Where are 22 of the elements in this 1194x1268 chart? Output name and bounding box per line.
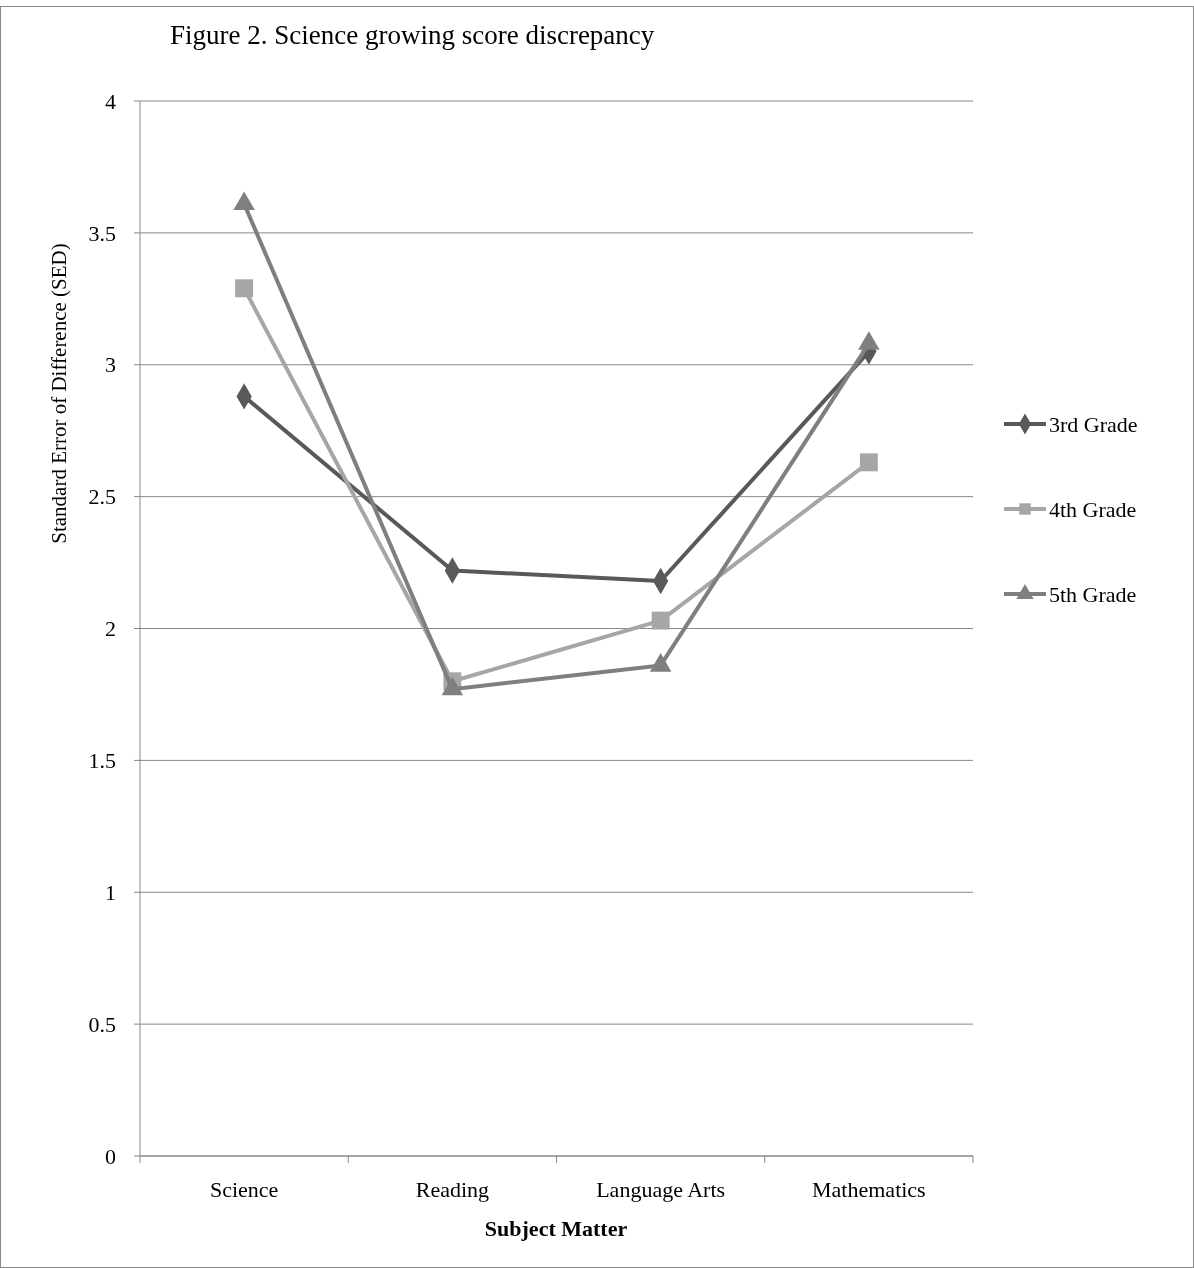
legend-label: 5th Grade	[1049, 581, 1137, 607]
x-tick-label: Language Arts	[596, 1177, 726, 1202]
x-tick-label: Science	[209, 1177, 279, 1202]
y-tick-label: 3.5	[88, 220, 116, 246]
chart-title: Figure 2. Science growing score discrepancy	[170, 20, 655, 50]
y-tick-label: 4	[105, 88, 116, 114]
point	[235, 279, 254, 298]
x-axis-title: Subject Matter	[484, 1216, 628, 1241]
x-tick-label: Mathematics	[812, 1177, 926, 1202]
legend-label: 3rd Grade	[1049, 411, 1138, 437]
point	[651, 611, 670, 630]
y-tick-label: 1	[105, 879, 116, 905]
y-tick-label: 1.5	[88, 748, 116, 774]
legend-label: 4th Grade	[1049, 496, 1137, 522]
x-tick-label: Reading	[415, 1177, 490, 1202]
y-tick-label: 2	[105, 616, 116, 642]
point	[859, 453, 878, 472]
y-tick-label: 2.5	[88, 484, 116, 510]
y-tick-label: 0.5	[88, 1011, 116, 1037]
y-tick-label: 3	[105, 352, 116, 378]
y-tick-label: 0	[105, 1143, 116, 1169]
y-axis-title: Standard Error of Difference (SED)	[47, 243, 71, 544]
